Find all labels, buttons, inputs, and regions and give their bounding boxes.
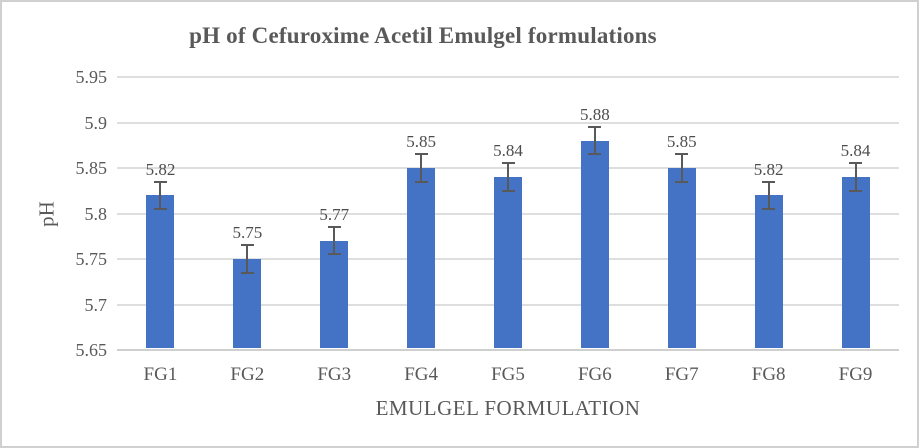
- data-label: 5.88: [580, 105, 610, 125]
- x-tick-label: FG4: [404, 364, 438, 385]
- data-label: 5.84: [840, 141, 871, 161]
- bar: [580, 140, 609, 348]
- bar: [667, 168, 696, 348]
- error-bar: [593, 127, 596, 155]
- bar: [407, 168, 436, 348]
- error-bar-cap-bottom: [153, 207, 167, 210]
- y-tick-label: 5.75: [75, 249, 108, 269]
- error-bar: [680, 154, 683, 182]
- error-bar-cap-top: [240, 244, 254, 247]
- data-label: 5.75: [232, 223, 263, 243]
- x-tick-label: FG9: [838, 364, 873, 385]
- error-bar-cap-bottom: [501, 189, 515, 192]
- bar: [233, 259, 262, 348]
- error-bar-cap-top: [501, 162, 515, 165]
- y-tick-label: 5.8: [84, 203, 108, 224]
- x-axis-line: [117, 349, 899, 351]
- data-label: 5.77: [319, 205, 350, 225]
- x-tick-label: FG3: [317, 364, 352, 385]
- gridline: [117, 76, 899, 78]
- error-bar-cap-top: [675, 153, 689, 156]
- bar: [146, 195, 175, 348]
- chart-title: pH of Cefuroxime Acetil Emulgel formulat…: [189, 23, 657, 48]
- error-bar-cap-top: [762, 180, 776, 183]
- y-tick-label: 5.85: [75, 158, 108, 178]
- error-bar: [246, 245, 249, 273]
- x-tick-label: FG1: [143, 364, 178, 385]
- y-tick-label: 5.95: [75, 67, 108, 87]
- bar: [754, 195, 783, 348]
- y-tick-label: 5.65: [75, 340, 108, 360]
- bar: [841, 177, 870, 348]
- x-tick-label: FG6: [577, 364, 612, 385]
- bar: [494, 177, 522, 348]
- error-bar-cap-bottom: [327, 253, 341, 256]
- error-bar: [507, 163, 509, 191]
- error-bar-cap-top: [588, 126, 602, 129]
- error-bar-cap-top: [849, 162, 863, 165]
- data-label: 5.85: [406, 132, 436, 152]
- x-tick-label: FG5: [491, 364, 525, 385]
- x-axis-title: EMULGEL FORMULATION: [375, 396, 641, 420]
- error-bar: [767, 181, 770, 209]
- data-label: 5.84: [493, 141, 523, 161]
- error-bar-cap-top: [327, 226, 341, 229]
- data-label: 5.85: [666, 132, 697, 152]
- error-bar-cap-top: [414, 153, 428, 156]
- y-tick-label: 5.7: [84, 294, 108, 315]
- x-tick-label: FG7: [664, 364, 699, 385]
- error-bar-cap-bottom: [849, 189, 863, 192]
- bar: [320, 240, 349, 348]
- error-bar-cap-bottom: [240, 271, 254, 274]
- x-tick-label: FG2: [230, 364, 265, 385]
- x-tick-label: FG8: [751, 364, 786, 385]
- data-label: 5.82: [753, 159, 784, 179]
- gridline: [117, 121, 899, 124]
- error-bar: [159, 181, 162, 209]
- error-bar: [854, 163, 857, 191]
- data-label: 5.82: [145, 159, 176, 179]
- error-bar-cap-bottom: [414, 180, 428, 183]
- y-tick-label: 5.9: [84, 112, 108, 133]
- error-bar: [333, 227, 336, 255]
- error-bar-cap-bottom: [588, 153, 602, 156]
- error-bar-cap-bottom: [762, 207, 776, 210]
- error-bar-cap-bottom: [675, 180, 689, 183]
- error-bar: [420, 154, 423, 182]
- error-bar-cap-top: [153, 180, 167, 183]
